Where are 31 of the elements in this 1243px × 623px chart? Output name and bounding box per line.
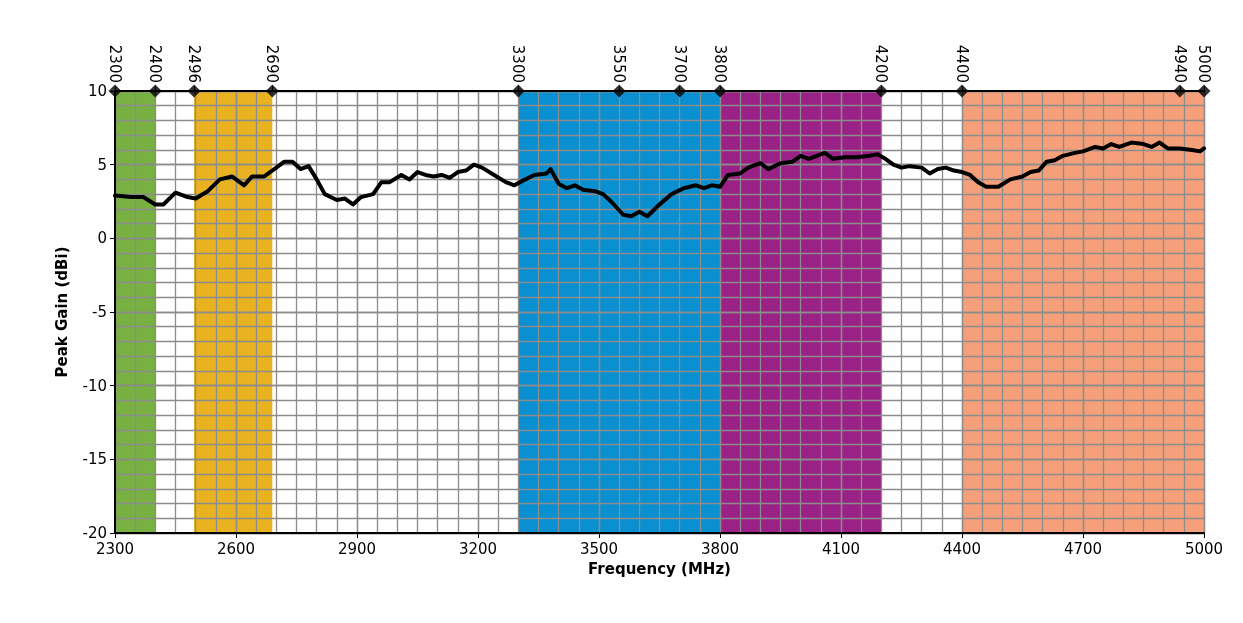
x2-tick-label: 2400 bbox=[146, 44, 165, 83]
y-tick-label: -20 bbox=[82, 524, 107, 542]
y-tick-label: -10 bbox=[82, 376, 107, 395]
x2-tick-label: 3550 bbox=[610, 44, 629, 83]
x2-tick-label: 2300 bbox=[106, 44, 124, 83]
x-tick-label: 4700 bbox=[1063, 539, 1103, 558]
x-tick-label: 3500 bbox=[579, 539, 619, 558]
x2-tick-label: 4200 bbox=[872, 44, 891, 83]
y-tick-label: -5 bbox=[92, 303, 107, 321]
x2-tick-label: 2496 bbox=[185, 44, 204, 83]
y-tick-label: 10 bbox=[87, 82, 107, 100]
x2-tick-label: 4940 bbox=[1170, 44, 1189, 83]
x2-tick-label: 2690 bbox=[263, 44, 282, 83]
x-tick-label: 2900 bbox=[337, 539, 377, 558]
x-tick-label: 2300 bbox=[95, 539, 135, 558]
x-tick-label: 4400 bbox=[942, 539, 982, 558]
x2-tick-label: 3700 bbox=[670, 44, 689, 83]
x-tick-label: 2600 bbox=[216, 539, 256, 558]
x2-tick-label: 5000 bbox=[1195, 44, 1213, 83]
x-tick-label: 3200 bbox=[458, 539, 498, 558]
x-tick-label: 5000 bbox=[1184, 539, 1224, 558]
x-tick-label: 4100 bbox=[821, 539, 861, 558]
x2-tick-label: 3800 bbox=[711, 44, 729, 83]
x2-tick-label: 4400 bbox=[953, 44, 971, 83]
y-tick-label: 5 bbox=[97, 155, 107, 174]
x2-tick-label: 3300 bbox=[509, 44, 528, 83]
y-tick-label: -15 bbox=[82, 450, 107, 469]
y-axis-title: Peak Gain (dBi) bbox=[52, 246, 71, 378]
y-tick-label: 0 bbox=[97, 229, 107, 248]
x-tick-label: 3800 bbox=[700, 539, 740, 558]
x-axis-title: Frequency (MHz) bbox=[588, 559, 731, 578]
